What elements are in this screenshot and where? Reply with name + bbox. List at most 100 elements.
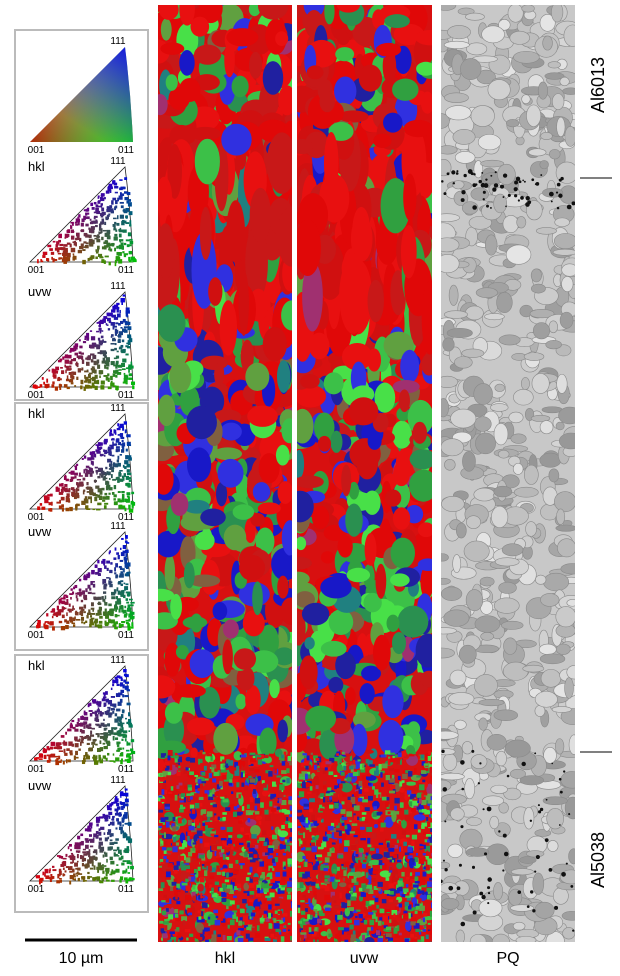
grain xyxy=(371,853,383,859)
grain xyxy=(277,360,290,393)
grain xyxy=(208,277,222,306)
grain xyxy=(317,919,321,924)
grain xyxy=(436,376,457,387)
grain xyxy=(324,881,329,884)
grain xyxy=(254,854,258,858)
grain xyxy=(387,797,390,800)
grain xyxy=(499,582,517,593)
grain xyxy=(561,771,583,788)
grain xyxy=(289,878,294,881)
grain xyxy=(388,757,390,759)
grain xyxy=(373,812,377,817)
grain xyxy=(186,872,190,875)
grain xyxy=(434,214,459,222)
grain xyxy=(305,898,309,903)
grain xyxy=(188,820,192,825)
grain xyxy=(335,47,354,61)
grain xyxy=(195,803,200,808)
grain xyxy=(384,852,390,858)
grain xyxy=(300,882,304,888)
grain xyxy=(419,846,424,848)
grain xyxy=(168,792,172,794)
grain xyxy=(382,922,384,925)
grain xyxy=(195,139,220,185)
grain xyxy=(239,863,245,865)
grain xyxy=(418,911,423,914)
grain xyxy=(305,706,336,732)
pole-point xyxy=(92,382,94,385)
grain xyxy=(222,942,226,948)
grain xyxy=(419,906,425,911)
grain xyxy=(435,0,456,10)
pore xyxy=(561,872,566,877)
grain xyxy=(497,292,513,313)
grain xyxy=(284,795,286,797)
grain xyxy=(235,860,238,864)
grain xyxy=(389,768,394,771)
grain xyxy=(342,831,345,833)
grain xyxy=(173,817,176,821)
pole-point xyxy=(66,230,69,233)
grain xyxy=(360,838,366,840)
grain xyxy=(175,795,178,801)
pole-point xyxy=(115,192,118,194)
grain xyxy=(195,820,199,826)
grain xyxy=(160,780,165,782)
grain xyxy=(436,578,450,584)
grain xyxy=(389,919,391,923)
pole-point xyxy=(114,186,118,188)
grain xyxy=(246,877,250,881)
grain xyxy=(361,892,366,897)
grain xyxy=(311,840,316,842)
pole-point xyxy=(85,224,88,227)
grain xyxy=(370,920,375,926)
pole-point xyxy=(117,215,119,219)
grain xyxy=(399,933,402,936)
grain xyxy=(223,854,225,860)
pole-point xyxy=(76,233,80,237)
grain xyxy=(251,773,255,778)
grain xyxy=(276,445,290,466)
grain xyxy=(230,920,235,926)
grain xyxy=(288,800,292,804)
grain xyxy=(249,867,252,873)
grain xyxy=(231,791,233,794)
grain xyxy=(276,853,278,856)
pole-point xyxy=(95,256,98,259)
pore xyxy=(473,184,476,187)
pore xyxy=(481,895,485,899)
grain xyxy=(318,872,323,882)
grain xyxy=(384,847,386,849)
grain xyxy=(422,281,438,355)
grain xyxy=(513,922,525,930)
grain xyxy=(254,882,258,885)
grain xyxy=(316,835,319,838)
grain xyxy=(427,794,432,796)
grain xyxy=(421,793,424,799)
pole-point xyxy=(77,236,80,240)
grain xyxy=(184,786,187,789)
grain xyxy=(338,535,353,557)
pole-point xyxy=(85,216,89,219)
grain xyxy=(327,796,329,801)
grain xyxy=(433,731,458,739)
grain xyxy=(475,433,495,454)
grain xyxy=(217,934,221,937)
grain xyxy=(354,835,358,837)
pole-point xyxy=(123,221,127,224)
grain xyxy=(268,913,271,919)
grain xyxy=(297,878,301,883)
grain xyxy=(212,934,217,940)
pore xyxy=(486,205,489,208)
pore xyxy=(570,885,573,888)
grain xyxy=(327,787,331,790)
pole-point xyxy=(113,228,116,230)
grain xyxy=(342,930,344,935)
pore xyxy=(444,820,446,822)
grain xyxy=(389,791,395,794)
pore xyxy=(527,200,531,204)
grain xyxy=(538,82,547,99)
grain xyxy=(447,328,472,337)
grain xyxy=(541,132,553,139)
grain xyxy=(547,808,564,829)
